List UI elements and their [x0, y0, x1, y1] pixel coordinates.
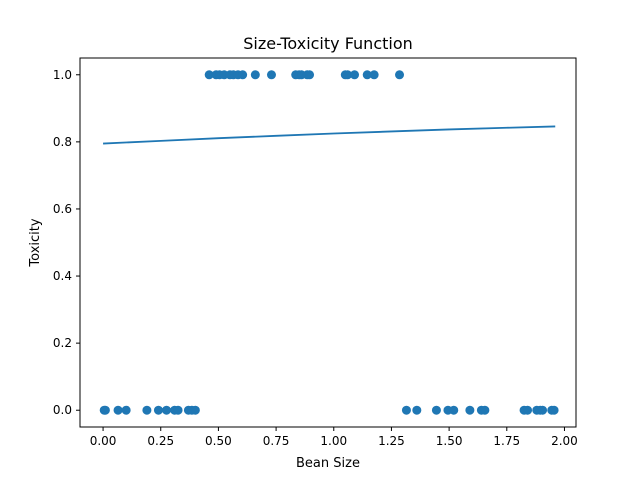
axis-ticks: 0.00 0.25 0.50 0.75 1.00 1.25 1.50 1.75 2.00 0.0 0…: [53, 68, 578, 448]
data-point: [412, 405, 422, 415]
x-tick-label: 1.00: [320, 434, 347, 448]
x-tick-label: 0.00: [90, 434, 117, 448]
y-axis-label: Toxicity: [28, 218, 43, 267]
x-tick-label: 1.75: [493, 434, 520, 448]
y-tick-label: 0.4: [53, 269, 72, 283]
data-point: [431, 405, 441, 415]
data-point: [204, 70, 214, 80]
x-tick-label: 0.25: [147, 434, 174, 448]
chart-title: Size-Toxicity Function: [243, 34, 413, 53]
data-point: [362, 70, 372, 80]
data-point: [369, 70, 379, 80]
y-tick-label: 0.2: [53, 336, 72, 350]
data-point: [480, 405, 490, 415]
y-tick-label: 1.0: [53, 68, 72, 82]
x-tick-label: 2.00: [551, 434, 578, 448]
x-tick-label: 1.50: [436, 434, 463, 448]
data-point: [350, 70, 360, 80]
data-point: [343, 70, 353, 80]
data-point: [523, 405, 533, 415]
data-point: [538, 405, 548, 415]
data-point: [173, 405, 183, 415]
x-axis-label: Bean Size: [296, 456, 360, 471]
data-point: [266, 70, 276, 80]
y-tick-label: 0.0: [53, 403, 72, 417]
data-point: [113, 405, 123, 415]
data-point: [238, 70, 248, 80]
y-tick-label: 0.8: [53, 135, 72, 149]
data-point: [190, 405, 200, 415]
data-point: [142, 405, 152, 415]
data-point: [305, 70, 315, 80]
data-point: [401, 405, 411, 415]
data-point: [153, 405, 163, 415]
data-point: [250, 70, 260, 80]
data-point: [100, 405, 110, 415]
axes-frame: [79, 57, 577, 428]
x-tick-label: 1.25: [378, 434, 405, 448]
data-point: [395, 70, 405, 80]
data-point: [549, 405, 559, 415]
x-tick-label: 0.50: [205, 434, 232, 448]
x-tick-label: 0.75: [263, 434, 290, 448]
data-point: [449, 405, 459, 415]
data-point: [162, 405, 172, 415]
plot-area: [99, 70, 559, 415]
fit-curve: [103, 125, 556, 145]
y-tick-label: 0.6: [53, 202, 72, 216]
data-point: [121, 405, 131, 415]
data-point: [465, 405, 475, 415]
